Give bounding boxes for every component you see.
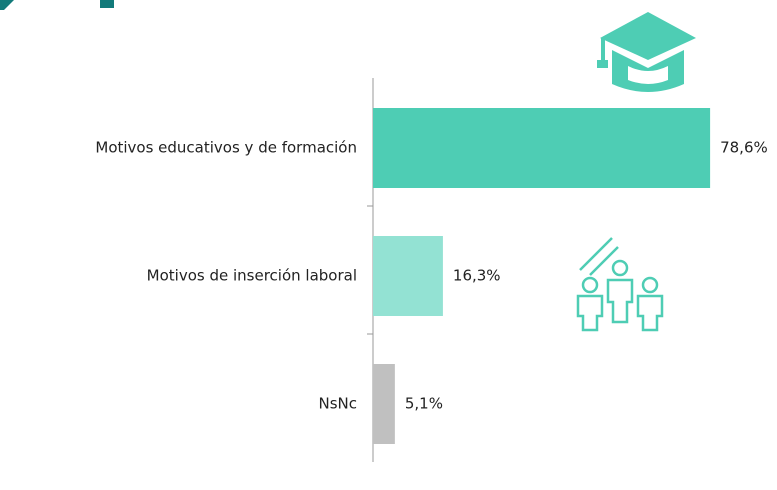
cap-top	[600, 12, 696, 60]
icon-line	[579, 237, 613, 271]
header-fragment	[0, 0, 114, 10]
cap-inner	[628, 66, 668, 84]
category-label: Motivos de inserción laboral	[147, 267, 357, 285]
icon-line	[589, 246, 619, 276]
icon-head	[581, 276, 599, 294]
header-shape	[0, 0, 14, 10]
category-label: Motivos educativos y de formación	[95, 139, 357, 157]
icon-body	[606, 278, 634, 324]
icon-head	[641, 276, 659, 294]
value-label: 16,3%	[453, 267, 501, 285]
bar	[373, 364, 395, 444]
people-icon	[576, 237, 664, 332]
bar	[373, 236, 443, 316]
icon-body	[636, 294, 664, 332]
category-label: NsNc	[318, 395, 357, 413]
icon-head	[611, 259, 629, 277]
bar	[373, 108, 711, 188]
header-shape	[100, 0, 114, 8]
cap-tassel-end	[597, 60, 608, 68]
value-label: 5,1%	[405, 395, 443, 413]
value-label: 78,6%	[720, 139, 768, 157]
cap-tassel	[601, 38, 605, 62]
icon-body	[576, 294, 604, 332]
graduation-cap-icon	[597, 12, 696, 92]
